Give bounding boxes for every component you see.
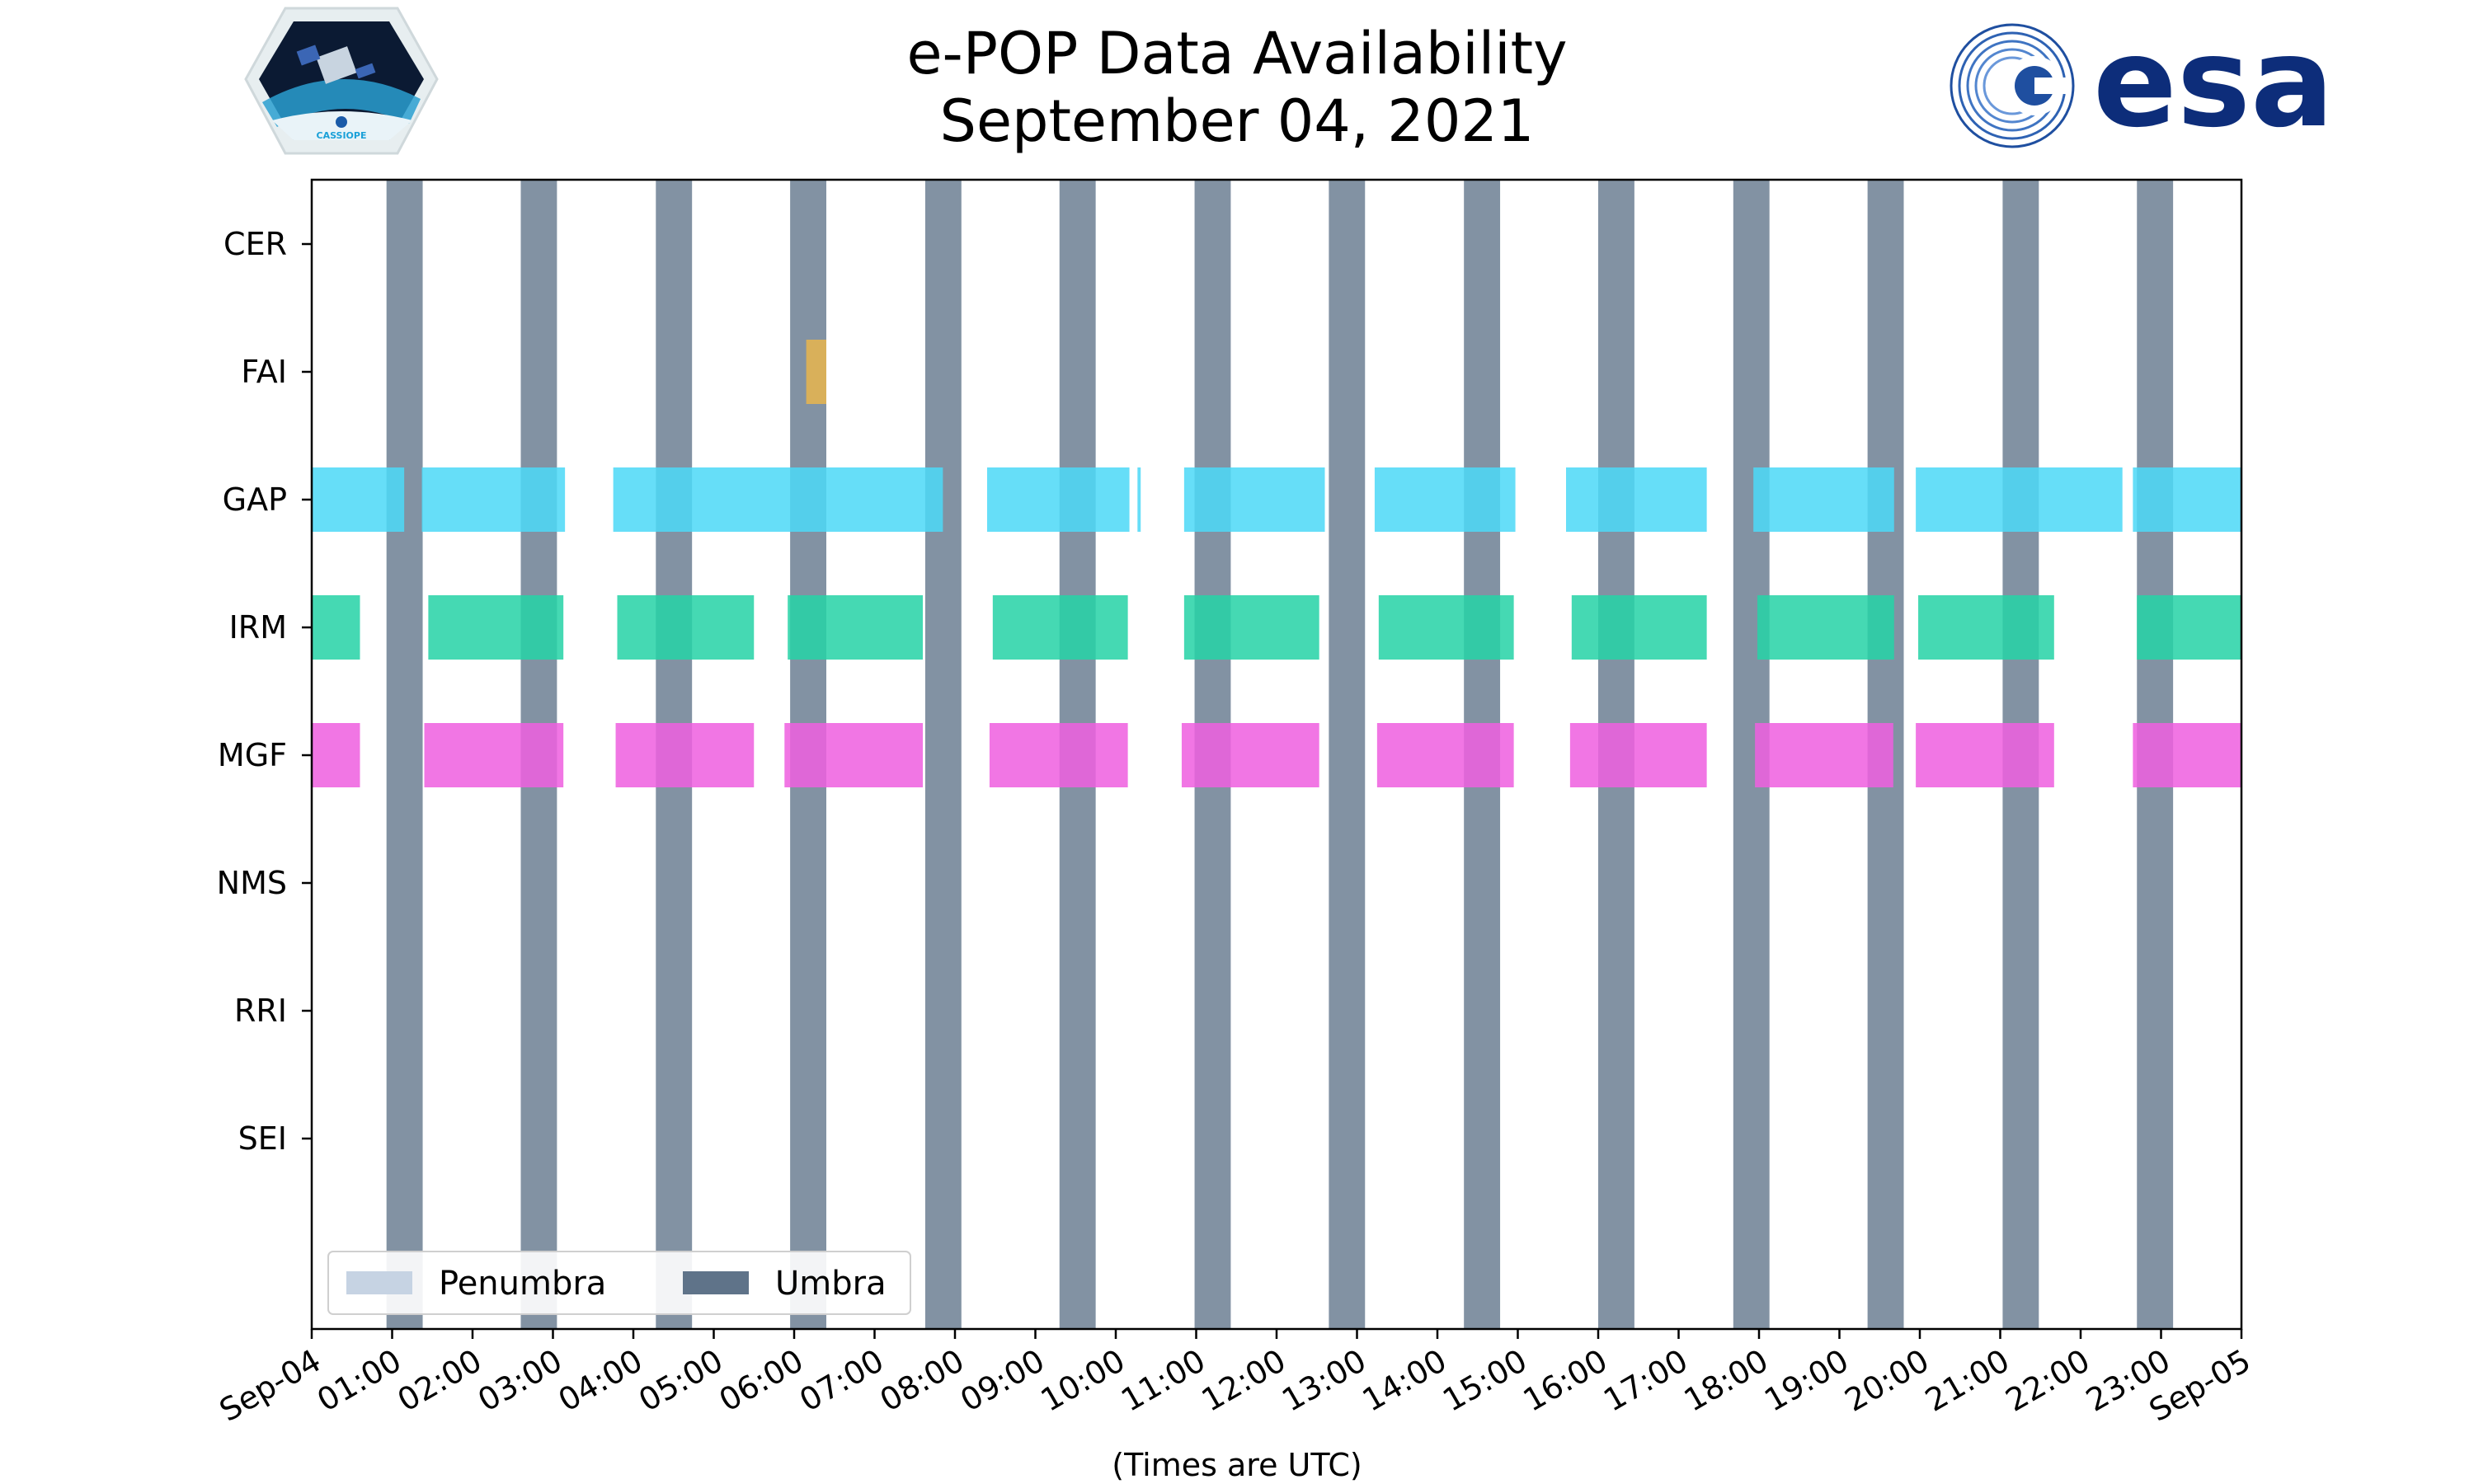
plot-area: CER FAI GAP IRM MGF NMS RRI SEI Sep-0401:0002:00… [214,178,2257,1429]
x-tick-label-3: 03:00 [472,1342,568,1419]
bar-gap-4 [987,467,1130,532]
bar-gap-11 [2133,467,2241,532]
x-tick-label-12: 12:00 [1196,1342,1292,1419]
umbra-band-1 [386,180,423,1329]
bar-mgf-2 [424,723,564,787]
cassiope-logo: CASSIOPE [244,7,439,155]
bar-gap-3 [613,467,943,532]
bar-irm-9 [1757,595,1894,660]
bar-irm-3 [617,595,755,660]
x-tick-label-5: 05:00 [633,1342,729,1419]
y-tick-label-mgf: MGF [218,737,287,773]
y-tick-label-fai: FAI [241,354,287,390]
umbra-band-5 [924,180,962,1329]
bar-mgf-11 [2133,723,2241,787]
esa-logo: esa [1950,12,2334,155]
esa-swirl-icon [1950,23,2075,148]
bar-irm-6 [1183,595,1319,660]
y-tick-label-cer: CER [223,226,287,262]
bar-mgf-5 [989,723,1128,787]
y-tick-label-nms: NMS [217,865,287,901]
legend: Penumbra Umbra [327,1251,911,1315]
bar-gap-7 [1374,467,1516,532]
bar-gap-5 [1137,467,1141,532]
bar-irm-1 [312,595,360,660]
bar-irm-8 [1571,595,1707,660]
bar-irm-7 [1378,595,1514,660]
x-tick-label-22: 22:00 [2000,1342,2096,1419]
x-tick-label-7: 07:00 [793,1342,890,1419]
x-tick-label-8: 08:00 [874,1342,971,1419]
bar-mgf-10 [1916,723,2054,787]
x-tick-label-13: 13:00 [1276,1342,1372,1419]
bar-fai-1 [806,340,826,404]
x-tick-label-21: 21:00 [1919,1342,2015,1419]
legend-swatch-penumbra [346,1271,412,1294]
bar-gap-10 [1916,467,2123,532]
bar-irm-2 [428,595,564,660]
umbra-band-8 [1329,180,1366,1329]
bar-mgf-7 [1376,723,1514,787]
bar-irm-11 [2137,595,2241,660]
x-tick-label-20: 20:00 [1839,1342,1935,1419]
x-tick-label-17: 17:00 [1597,1342,1694,1419]
bar-mgf-3 [615,723,755,787]
x-tick-label-0: Sep-04 [214,1342,327,1429]
esa-logo-text: esa [2093,12,2334,155]
x-axis-label: (Times are UTC) [1112,1447,1362,1483]
x-tick-label-11: 11:00 [1115,1342,1211,1419]
x-tick-label-16: 16:00 [1517,1342,1614,1419]
bar-gap-1 [312,467,405,532]
bar-mgf-6 [1181,723,1319,787]
x-tick-label-6: 06:00 [713,1342,810,1419]
x-tick-label-14: 14:00 [1357,1342,1453,1419]
bar-gap-8 [1566,467,1707,532]
y-tick-label-sei: SEI [238,1120,287,1157]
cassiope-logo-text: CASSIOPE [317,130,367,141]
x-tick-label-9: 09:00 [954,1342,1051,1419]
x-tick-label-2: 02:00 [392,1342,488,1419]
legend-swatch-umbra [683,1271,749,1294]
x-tick-label-1: 01:00 [311,1342,407,1419]
y-tick-label-rri: RRI [234,993,287,1029]
chart-title-line1: e-POP Data Availability [906,20,1568,87]
bar-gap-2 [421,467,566,532]
legend-box [327,1251,911,1315]
bar-mgf-1 [312,723,360,787]
x-tick-label-10: 10:00 [1035,1342,1131,1419]
x-tick-label-19: 19:00 [1758,1342,1855,1419]
bar-irm-4 [788,595,923,660]
bar-mgf-4 [784,723,923,787]
legend-label-umbra: Umbra [775,1265,887,1303]
y-tick-label-gap: GAP [223,481,287,518]
legend-label-penumbra: Penumbra [439,1265,606,1303]
bar-mgf-9 [1755,723,1893,787]
bar-gap-9 [1753,467,1894,532]
bar-irm-5 [992,595,1128,660]
bar-mgf-8 [1569,723,1707,787]
x-tick-label-18: 18:00 [1678,1342,1775,1419]
chart-title-line2: September 04, 2021 [939,87,1535,155]
y-tick-label-irm: IRM [229,609,287,646]
x-tick-label-15: 15:00 [1437,1342,1533,1419]
bar-gap-6 [1183,467,1325,532]
x-tick-label-4: 04:00 [553,1342,649,1419]
bar-irm-10 [1918,595,2054,660]
